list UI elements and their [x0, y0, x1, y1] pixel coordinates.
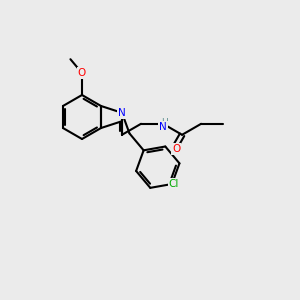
Text: O: O: [172, 144, 180, 154]
Text: N: N: [159, 122, 167, 132]
Text: N: N: [118, 108, 126, 118]
Text: Cl: Cl: [169, 179, 179, 189]
Text: O: O: [78, 68, 86, 78]
Text: H: H: [161, 118, 167, 127]
